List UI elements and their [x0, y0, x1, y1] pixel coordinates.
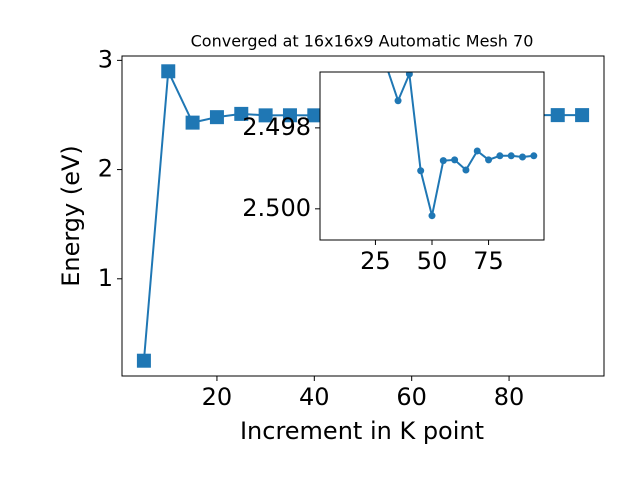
y-tick-label: 1: [98, 264, 113, 292]
y-axis-label: Energy (eV): [57, 145, 85, 287]
data-point: [209, 110, 224, 125]
x-tick-label: 60: [396, 383, 427, 411]
data-point: [282, 108, 297, 123]
x-tick-label: 20: [202, 383, 233, 411]
x-axis-label: Increment in K point: [240, 417, 484, 445]
data-point: [258, 108, 273, 123]
x-tick-label: 80: [494, 383, 525, 411]
x-tick-label: 75: [473, 247, 504, 275]
data-point: [394, 97, 402, 105]
x-tick-label: 50: [417, 247, 448, 275]
data-point: [519, 153, 527, 161]
axes-frame: [121, 55, 605, 377]
x-tick-label: 40: [299, 383, 330, 411]
y-tick-label: 3: [98, 45, 113, 73]
data-point: [575, 108, 590, 123]
data-point: [439, 157, 447, 165]
data-point: [405, 72, 413, 78]
data-point: [428, 212, 436, 220]
axes-frame: [319, 71, 545, 241]
data-point: [462, 166, 470, 174]
data-point: [530, 152, 538, 160]
x-tick-label: 25: [360, 247, 391, 275]
data-point: [451, 156, 459, 164]
data-point: [307, 108, 322, 123]
y-tick-label: 2: [98, 155, 113, 183]
data-point: [485, 156, 493, 164]
data-point: [417, 167, 425, 175]
data-point: [496, 152, 504, 160]
y-tick-label: 2.500: [242, 194, 311, 222]
data-point: [550, 108, 565, 123]
data-point: [234, 106, 249, 121]
data-point: [473, 147, 481, 155]
plot-layer: [387, 72, 538, 220]
y-tick-label: 2.498: [242, 113, 311, 141]
data-point: [507, 152, 515, 160]
data-point: [185, 115, 200, 130]
data-point: [136, 353, 151, 368]
chart-title: Converged at 16x16x9 Automatic Mesh 70: [191, 32, 534, 51]
data-point: [161, 64, 176, 79]
